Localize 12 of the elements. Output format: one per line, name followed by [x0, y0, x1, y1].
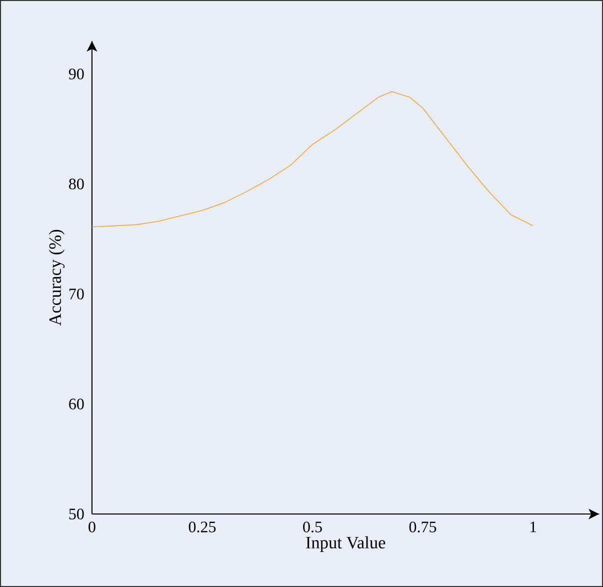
y-tick-label: 50: [69, 508, 84, 520]
x-tick-label: 0.5: [303, 522, 322, 532]
x-tick-label: 0: [88, 522, 96, 532]
y-tick-label: 60: [69, 398, 84, 410]
x-tick-label: 1: [530, 522, 536, 532]
x-tick-label: 0.75: [409, 522, 436, 532]
y-tick-label: 80: [69, 178, 84, 190]
y-tick-label: 90: [68, 68, 84, 80]
x-axis-title: Input Value: [306, 536, 386, 552]
y-tick-label: 70: [69, 288, 84, 300]
x-tick-label: 0.25: [188, 522, 216, 532]
y-axis-title: Accuracy (%): [48, 230, 65, 326]
